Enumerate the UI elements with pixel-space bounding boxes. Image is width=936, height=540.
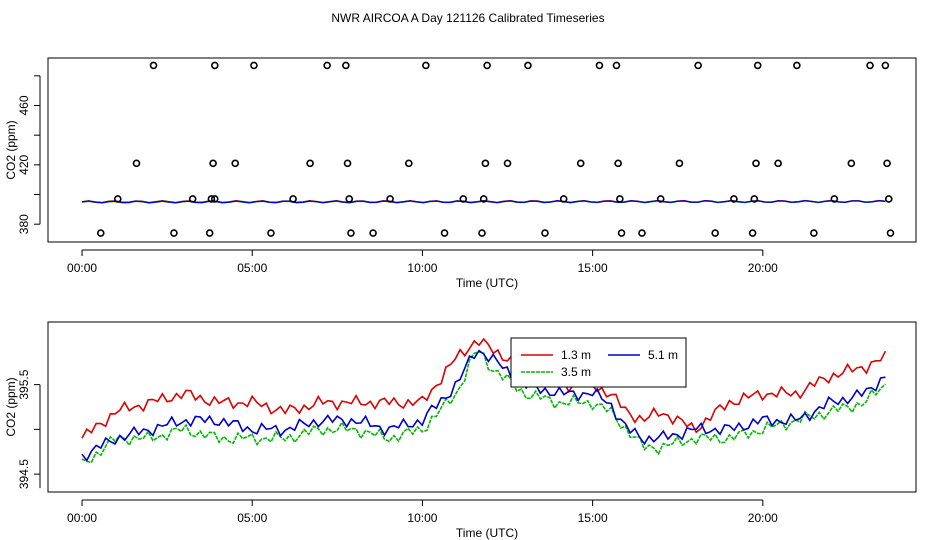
series-line-5-1-m — [81, 349, 886, 463]
calibration-point — [342, 61, 350, 70]
calibration-point — [881, 61, 890, 70]
calibration-point — [503, 159, 512, 168]
calibration-point — [306, 159, 314, 168]
y-tick-label: 395.5 — [17, 369, 31, 399]
calibration-point — [210, 195, 219, 203]
calibration-point — [231, 159, 240, 168]
calibration-point — [612, 61, 621, 70]
calibration-point — [830, 195, 839, 203]
calibration-point — [405, 159, 413, 168]
x-tick-label: 15:00 — [578, 261, 608, 275]
y-axis-label: CO2 (ppm) — [4, 120, 18, 179]
calibration-point — [459, 195, 468, 203]
calibration-point — [209, 159, 217, 168]
calibration-point — [748, 229, 757, 237]
x-tick-label: 15:00 — [578, 511, 608, 525]
x-tick-label: 05:00 — [237, 511, 267, 525]
calibration-point — [479, 195, 488, 203]
calibration-point — [884, 195, 893, 203]
calibration-point — [207, 195, 216, 203]
series-line-1-3-m — [81, 337, 887, 439]
x-tick-label: 10:00 — [407, 511, 437, 525]
calibration-point — [481, 159, 490, 168]
x-axis-label: Time (UTC) — [456, 526, 518, 540]
calibration-point — [866, 61, 874, 70]
calibration-point — [440, 229, 449, 237]
legend: 1.3 m 5.1 m 3.5 m — [510, 337, 687, 388]
legend-label: 1.3 m — [561, 348, 591, 362]
calibration-point — [694, 61, 702, 70]
x-tick-label: 20:00 — [748, 511, 778, 525]
calibration-point — [730, 195, 738, 203]
calibration-point — [347, 229, 355, 237]
calibration-point — [847, 159, 856, 168]
calibration-point — [478, 229, 486, 237]
calibration-point — [638, 229, 646, 237]
plot-frame — [47, 321, 917, 493]
figure-title: NWR AIRCOA A Day 121126 Calibrated Times… — [331, 11, 604, 25]
calibration-point — [149, 61, 158, 70]
calibration-point — [205, 229, 214, 237]
calibration-point — [711, 229, 719, 237]
calibration-point — [267, 229, 275, 237]
plot-frame — [47, 57, 917, 243]
legend-label: 5.1 m — [648, 348, 678, 362]
series-line-3-5-m — [81, 351, 886, 464]
series-group — [81, 61, 895, 237]
calibration-point — [345, 195, 354, 203]
y-tick-label: 380 — [17, 214, 31, 234]
calibration-point — [614, 159, 622, 168]
calibration-point — [576, 159, 585, 168]
calibration-point — [524, 61, 532, 70]
calibration-point — [774, 159, 782, 168]
calibration-point — [96, 229, 105, 237]
legend-label: 3.5 m — [561, 365, 591, 379]
calibration-point — [170, 229, 178, 237]
calibration-point — [752, 159, 760, 168]
calibration-point — [386, 195, 394, 203]
calibration-point — [656, 195, 665, 203]
calibration-point — [343, 159, 352, 168]
calibration-point — [250, 61, 258, 70]
calibration-point — [369, 229, 377, 237]
x-tick-label: 00:00 — [67, 511, 97, 525]
calibration-point — [753, 61, 762, 70]
x-axis-label: Time (UTC) — [456, 276, 518, 290]
calibration-point — [595, 61, 604, 70]
calibration-point — [750, 195, 759, 203]
calibration-point — [289, 195, 297, 203]
calibration-point — [541, 229, 549, 237]
calibration-point — [617, 229, 626, 237]
calibration-point — [616, 195, 624, 203]
bottom-panel: 00:00 05:00 10:00 15:00 20:00 Time (UTC) 394.5… — [4, 321, 917, 540]
top-panel: 00:00 05:00 10:00 15:00 20:00 Time (UTC) 380 42… — [4, 57, 917, 290]
calibration-point — [323, 61, 331, 70]
calibration-point — [810, 229, 818, 237]
y-tick-label: 420 — [17, 155, 31, 175]
calibration-point — [132, 159, 141, 168]
series-group — [81, 337, 887, 464]
y-axis-label: CO2 (ppm) — [4, 377, 18, 436]
x-tick-label: 10:00 — [407, 261, 437, 275]
x-tick-label: 00:00 — [67, 261, 97, 275]
calibration-point — [483, 61, 491, 70]
y-tick-label: 460 — [17, 95, 31, 115]
calibration-point — [188, 195, 197, 203]
calibration-point — [675, 159, 684, 168]
calibration-point — [793, 61, 801, 70]
calibration-point — [886, 229, 895, 237]
calibration-point — [559, 195, 568, 203]
y-tick-label: 394.5 — [17, 459, 31, 489]
x-tick-label: 05:00 — [237, 261, 267, 275]
x-tick-label: 20:00 — [748, 261, 778, 275]
calibration-point — [113, 195, 122, 203]
calibration-point — [422, 61, 430, 70]
legend-box — [510, 337, 687, 388]
calibration-point — [883, 159, 891, 168]
calibration-point — [210, 61, 219, 70]
